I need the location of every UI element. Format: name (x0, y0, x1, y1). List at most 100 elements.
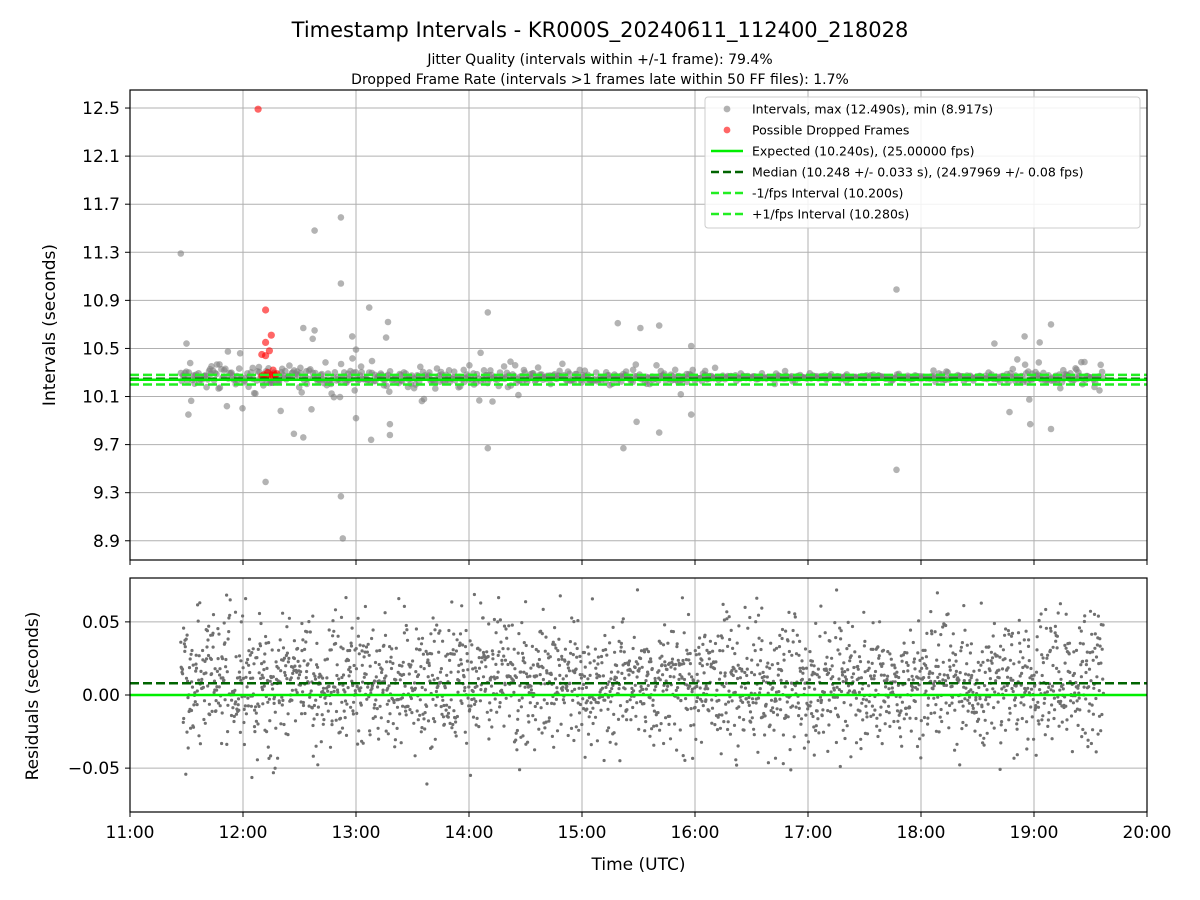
residual-point (999, 644, 1003, 648)
residual-point (756, 696, 761, 700)
interval-point (466, 362, 473, 369)
residual-point (714, 660, 718, 664)
residual-point (958, 763, 962, 767)
residual-point (614, 742, 618, 746)
residual-point (1051, 645, 1055, 649)
residual-point (344, 733, 349, 738)
residual-point (701, 642, 705, 647)
residual-point (567, 669, 572, 673)
residual-point (598, 674, 602, 678)
residual-point (1048, 626, 1053, 630)
residual-point (359, 686, 363, 690)
residual-point (1015, 727, 1019, 731)
residual-point (187, 666, 192, 670)
residual-point (1003, 633, 1007, 637)
residual-point (1006, 629, 1011, 633)
residual-point (463, 730, 467, 734)
residual-point (186, 696, 190, 700)
residual-point (743, 670, 747, 675)
residual-point (1081, 642, 1085, 646)
legend-plus-fps-label: +1/fps Interval (10.280s) (752, 207, 909, 222)
residual-point (978, 733, 982, 737)
residual-point (790, 653, 794, 657)
residual-point (226, 703, 230, 707)
residual-point (713, 723, 717, 727)
residual-point (990, 656, 995, 660)
residual-point (937, 730, 941, 734)
residual-point (875, 724, 879, 728)
residual-point (405, 628, 409, 632)
residual-point (843, 736, 847, 741)
residual-point (477, 725, 481, 729)
residual-point (260, 673, 264, 677)
residual-point (959, 645, 964, 649)
residual-point (883, 722, 887, 726)
residual-point (898, 726, 902, 730)
residual-point (741, 700, 745, 705)
residual-point (373, 715, 377, 719)
interval-point (1047, 425, 1055, 433)
residual-point (550, 734, 555, 739)
residual-point (195, 703, 199, 707)
residual-point (1083, 731, 1087, 735)
residual-point (341, 647, 345, 651)
residual-point (272, 701, 276, 706)
residual-point (1093, 646, 1097, 650)
residual-point (305, 669, 309, 674)
residual-point (1057, 670, 1061, 674)
residual-point (1061, 683, 1065, 687)
residual-point (1030, 715, 1034, 719)
residual-point (1030, 677, 1035, 681)
residual-point (946, 612, 950, 616)
residual-point (543, 726, 547, 730)
residual-point (234, 700, 238, 704)
residual-point (730, 669, 734, 673)
residual-point (711, 649, 715, 653)
residual-point (968, 678, 972, 683)
residual-point (181, 672, 185, 676)
residual-point (827, 723, 831, 727)
residual-point (732, 667, 736, 671)
residual-point (422, 717, 426, 721)
residual-point (279, 722, 283, 726)
residual-point (232, 714, 236, 719)
residual-point (377, 737, 381, 741)
residual-point (595, 676, 599, 680)
residual-point (1091, 658, 1095, 662)
residual-point (860, 687, 864, 691)
residual-point (550, 701, 554, 706)
residual-point (316, 763, 320, 767)
residual-point (1081, 727, 1085, 732)
residual-point (659, 641, 663, 645)
residual-point (506, 647, 510, 651)
residual-point (182, 716, 186, 721)
residual-point (703, 687, 707, 691)
residual-point (910, 688, 914, 692)
residual-point (688, 684, 692, 688)
residual-point (720, 713, 724, 717)
residual-point (765, 665, 769, 669)
residual-point (480, 660, 484, 664)
residual-point (257, 704, 261, 709)
residual-point (872, 677, 876, 681)
residual-point (697, 652, 701, 656)
residual-point (214, 699, 218, 703)
residual-point (451, 722, 455, 727)
residual-point (266, 700, 270, 704)
residual-point (608, 689, 612, 694)
residual-point (376, 685, 380, 689)
residual-point (579, 676, 584, 680)
residual-point (593, 715, 598, 719)
intervals-y-tick-label: 10.5 (82, 339, 120, 359)
residual-point (762, 675, 766, 679)
residual-point (307, 620, 311, 624)
residual-point (786, 715, 790, 719)
residual-point (1091, 728, 1095, 732)
residual-point (872, 674, 876, 678)
residual-point (879, 673, 884, 677)
residual-point (335, 673, 339, 678)
jitter-quality-subtitle: Jitter Quality (intervals within +/-1 fr… (426, 52, 772, 68)
residual-point (454, 720, 458, 724)
residual-point (650, 727, 654, 731)
residual-point (562, 701, 567, 705)
